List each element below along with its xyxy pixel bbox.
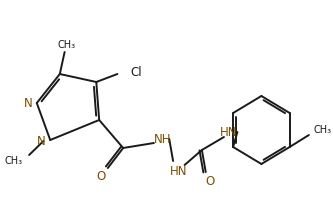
Text: HN: HN [170, 165, 187, 177]
Text: CH₃: CH₃ [4, 156, 22, 166]
Text: CH₃: CH₃ [58, 40, 76, 50]
Text: N: N [24, 97, 33, 109]
Text: N: N [37, 135, 46, 148]
Text: NH: NH [154, 133, 171, 145]
Text: O: O [205, 174, 214, 187]
Text: HN: HN [220, 126, 237, 138]
Text: Cl: Cl [130, 65, 142, 78]
Text: CH₃: CH₃ [314, 125, 332, 135]
Text: O: O [97, 170, 106, 182]
